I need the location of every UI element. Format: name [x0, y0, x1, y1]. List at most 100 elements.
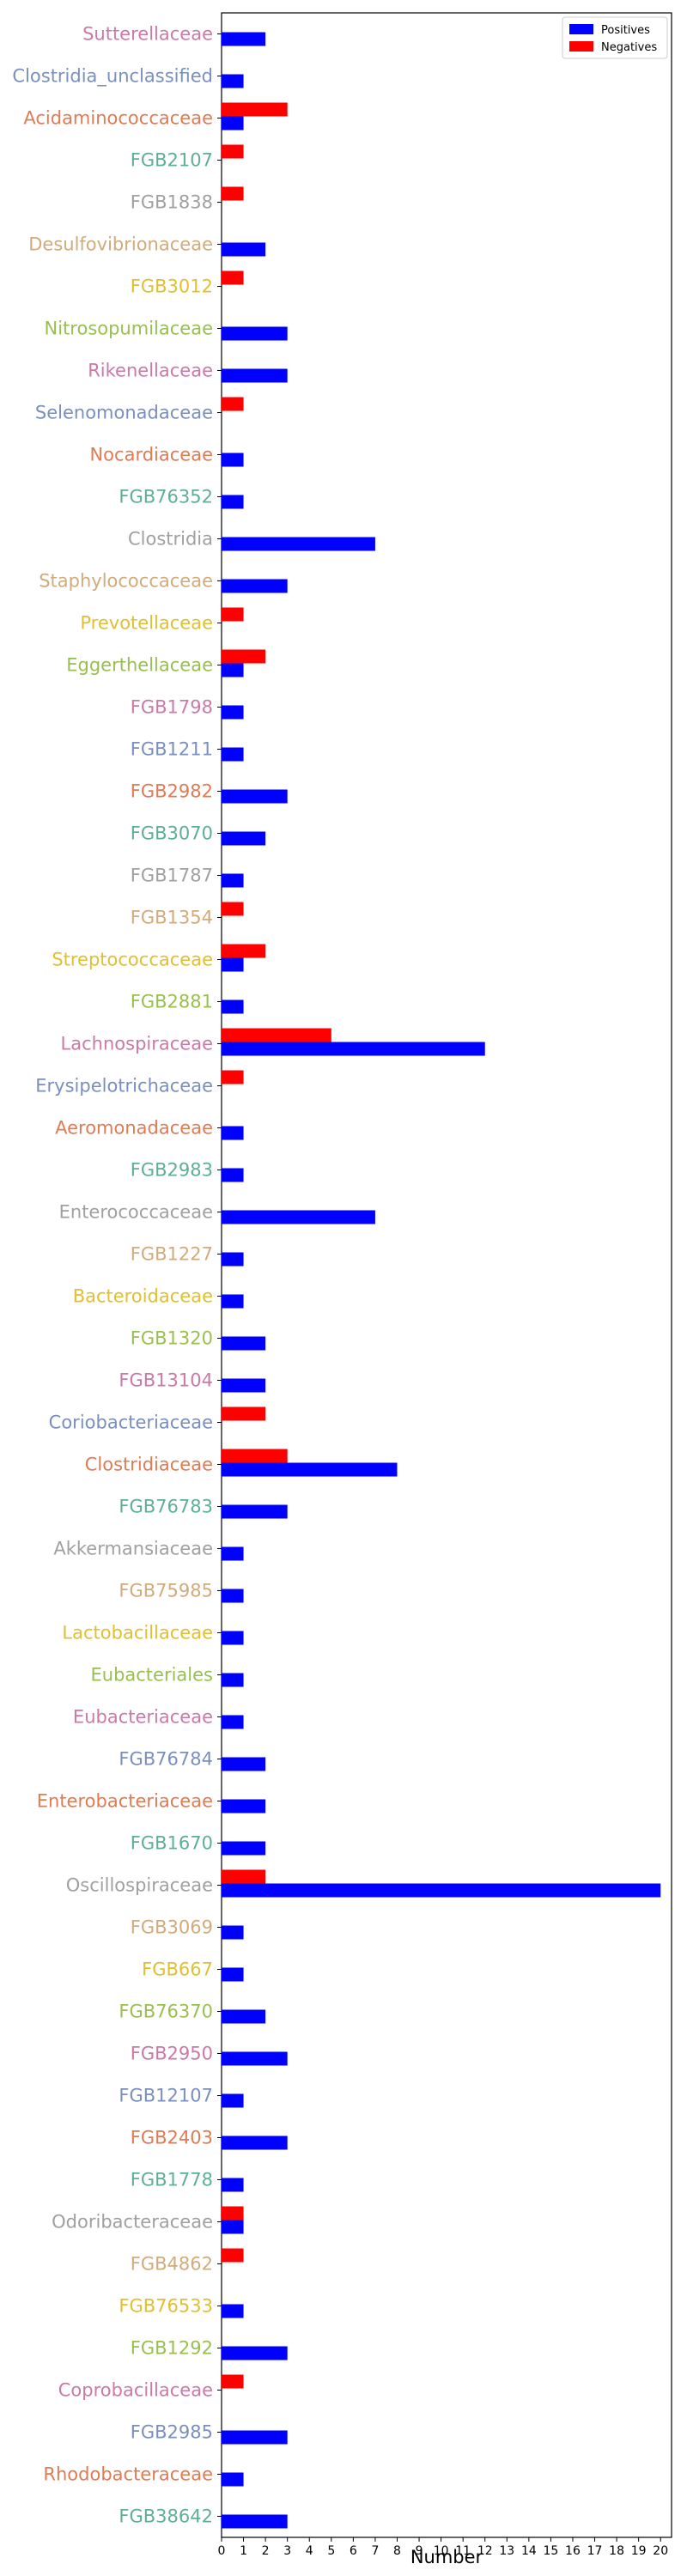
y-tick-label: Acidaminococcaceae: [23, 108, 213, 129]
bar-positives: [222, 1126, 244, 1140]
bar-negatives: [222, 144, 244, 159]
bar-negatives: [222, 1028, 331, 1042]
bar-positives: [222, 1546, 244, 1561]
x-tick-label: 1: [240, 2544, 247, 2558]
x-tick-label: 8: [393, 2544, 401, 2558]
bar-negatives: [222, 397, 244, 411]
y-tick-label: Rikenellaceae: [88, 361, 213, 381]
y-tick-label: Sutterellaceae: [82, 24, 213, 45]
y-tick-label: FGB3069: [131, 1917, 213, 1938]
bar-positives: [222, 705, 244, 720]
y-tick-label: Coprobacillaceae: [58, 2380, 213, 2401]
y-tick-label: FGB1320: [131, 1328, 213, 1349]
y-tick-label: FGB2950: [131, 2044, 213, 2064]
bar-positives: [222, 1715, 244, 1729]
bar-negatives: [222, 1869, 266, 1884]
y-tick-label: FGB76784: [119, 1749, 213, 1770]
y-tick-label: FGB1798: [131, 697, 213, 718]
x-tick-label: 18: [609, 2544, 624, 2558]
y-tick-label: Selenomonadaceae: [35, 403, 213, 423]
y-tick-label: FGB1778: [131, 2170, 213, 2190]
y-tick-label: Desulfovibrionaceae: [28, 234, 213, 255]
legend-label-negatives: Negatives: [601, 41, 657, 54]
y-tick-label: Nitrosopumilaceae: [45, 319, 213, 339]
y-tick-label: FGB1227: [131, 1244, 213, 1265]
bar-positives: [222, 2093, 244, 2108]
bar-positives: [222, 2346, 288, 2360]
legend-label-positives: Positives: [601, 24, 650, 37]
bar-positives: [222, 116, 244, 131]
y-tick-label: Clostridia: [128, 529, 213, 550]
bars-group: [222, 32, 661, 2529]
bar-negatives: [222, 607, 244, 622]
y-tick-label: FGB1670: [131, 1833, 213, 1854]
x-tick-label: 5: [327, 2544, 335, 2558]
bar-positives: [222, 326, 288, 341]
bar-positives: [222, 579, 288, 593]
y-tick-label: Rhodobacteraceae: [43, 2464, 213, 2485]
legend: Positives Negatives: [562, 16, 668, 59]
y-tick-label: Odoribacteraceae: [52, 2212, 213, 2233]
y-tick-label: FGB2985: [131, 2422, 213, 2443]
y-tick-label: Coriobacteriaceae: [49, 1413, 213, 1433]
bar-positives: [222, 1462, 398, 1477]
y-tick-label: Erysipelotrichaceae: [35, 1076, 213, 1097]
x-tick-label: 3: [283, 2544, 291, 2558]
y-tick-label: FGB2107: [131, 150, 213, 171]
x-tick-label: 10: [434, 2544, 449, 2558]
x-tick-label: 13: [499, 2544, 514, 2558]
y-tick-label: FGB76370: [119, 2002, 213, 2022]
y-tick-label: FGB1354: [131, 908, 213, 928]
y-tick-label: Staphylococcaceae: [39, 571, 213, 592]
y-tick-label: Aeromonadaceae: [55, 1118, 213, 1139]
y-tick-label: Eggerthellaceae: [66, 655, 213, 676]
bar-positives: [222, 1336, 266, 1351]
y-tick-label: Enterococcaceae: [59, 1202, 213, 1223]
bar-positives: [222, 999, 244, 1014]
bar-positives: [222, 1925, 244, 1940]
bar-positives: [222, 747, 244, 762]
y-tick-label: FGB4862: [131, 2254, 213, 2275]
bar-positives: [222, 2430, 288, 2445]
y-tick-label: FGB1292: [131, 2338, 213, 2359]
bar-positives: [222, 368, 288, 383]
x-tick-label: 19: [631, 2544, 647, 2558]
bar-positives: [222, 1757, 266, 1771]
bar-positives: [222, 1504, 288, 1519]
bar-positives: [222, 1294, 244, 1309]
bar-positives: [222, 74, 244, 88]
y-tick-label: Clostridia_unclassified: [12, 66, 213, 88]
y-tick-label: FGB3012: [131, 276, 213, 297]
y-tick-label: FGB2403: [131, 2128, 213, 2148]
x-tick-label: 17: [587, 2544, 603, 2558]
x-tick-label: 9: [416, 2544, 423, 2558]
x-axis-label: Number: [410, 2547, 483, 2567]
y-tick-label: FGB667: [142, 1959, 213, 1980]
y-tick-label: FGB76533: [119, 2296, 213, 2317]
y-tick-label: FGB13104: [119, 1370, 213, 1391]
bar-positives: [222, 1210, 375, 1224]
x-tick-label: 2: [262, 2544, 270, 2558]
bar-positives: [222, 495, 244, 509]
bar-negatives: [222, 270, 244, 285]
x-tick-label: 4: [306, 2544, 313, 2558]
bar-positives: [222, 1673, 244, 1687]
y-tick-label: FGB38642: [119, 2506, 213, 2527]
y-tick-label: FGB2881: [131, 992, 213, 1012]
bar-positives: [222, 2009, 266, 2024]
x-tick-label: 15: [544, 2544, 559, 2558]
bar-positives: [222, 2304, 244, 2318]
bar-positives: [222, 1589, 244, 1603]
bar-positives: [222, 1042, 485, 1056]
y-tick-label: Lactobacillaceae: [62, 1623, 213, 1643]
y-tick-label: Lachnospiraceae: [61, 1034, 213, 1054]
bar-negatives: [222, 2248, 244, 2263]
bar-positives: [222, 1378, 266, 1393]
y-tick-label: FGB76783: [119, 1497, 213, 1517]
y-tick-label: FGB75985: [119, 1581, 213, 1601]
y-tick-label: Streptococcaceae: [52, 950, 213, 970]
x-tick-label: 0: [218, 2544, 226, 2558]
legend-swatch-negatives: [569, 41, 593, 52]
bar-positives: [222, 537, 375, 551]
